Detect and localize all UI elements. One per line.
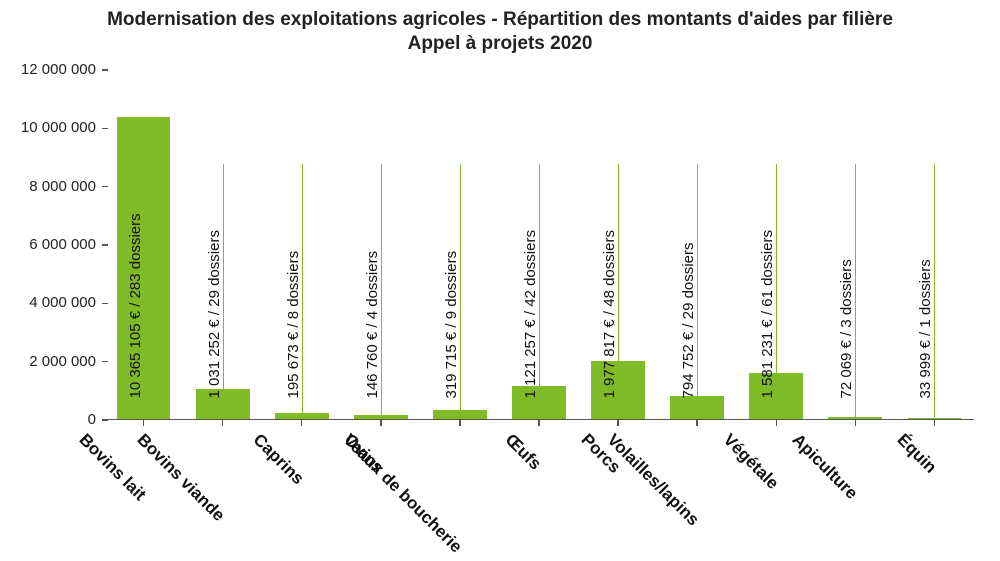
bar: 1 031 252 € / 29 dossiers	[196, 69, 250, 419]
x-axis-label: Végétale	[719, 430, 783, 494]
x-axis-labels: Bovins laitBovins viandeCaprinsOvinsVeau…	[104, 420, 974, 560]
x-axis-label: Œufs	[500, 430, 544, 474]
y-tick-mark	[102, 244, 108, 246]
y-tick-label: 4 000 000	[29, 294, 96, 311]
bar: 195 673 € / 8 dossiers	[275, 69, 329, 419]
bar: 10 365 105 € / 283 dossiers	[117, 69, 171, 419]
bar-annotation: 72 069 € / 3 dossiers	[838, 259, 855, 398]
bar: 794 752 € / 29 dossiers	[670, 69, 724, 419]
x-tick-mark	[301, 420, 303, 426]
x-axis-label: Veaux de boucherie	[339, 430, 466, 557]
chart-title-line2: Appel à projets 2020	[408, 33, 593, 54]
y-tick-label: 12 000 000	[21, 61, 96, 78]
y-tick-label: 6 000 000	[29, 236, 96, 253]
bar-annotation: 1 977 817 € / 48 dossiers	[601, 230, 618, 398]
x-tick-mark	[222, 420, 224, 426]
bar-annotation: 794 752 € / 29 dossiers	[680, 243, 697, 399]
bar-annotation: 1 581 231 € / 61 dossiers	[759, 230, 776, 398]
bar: 33 999 € / 1 dossiers	[908, 69, 962, 419]
x-tick-mark	[617, 420, 619, 426]
x-axis-label: Équin	[893, 430, 941, 478]
y-tick-mark	[102, 303, 108, 305]
x-axis-label: Volailles/lapins	[603, 430, 703, 530]
leader-line	[855, 164, 856, 420]
bar: 319 715 € / 9 dossiers	[433, 69, 487, 419]
y-tick-label: 0	[88, 411, 96, 428]
bar: 1 977 817 € / 48 dossiers	[591, 69, 645, 419]
leader-line	[539, 164, 540, 420]
bar: 1 581 231 € / 61 dossiers	[749, 69, 803, 419]
leader-line	[460, 164, 461, 420]
chart-container: Modernisation des exploitations agricole…	[0, 0, 1000, 561]
y-tick-mark	[102, 69, 108, 71]
chart-title-line1: Modernisation des exploitations agricole…	[107, 9, 893, 30]
y-tick-label: 10 000 000	[21, 119, 96, 136]
x-tick-mark	[855, 420, 857, 426]
plot-area: 02 000 0004 000 0006 000 0008 000 00010 …	[104, 70, 974, 420]
bar: 1 121 257 € / 42 dossiers	[512, 69, 566, 419]
y-tick-label: 8 000 000	[29, 178, 96, 195]
x-tick-mark	[380, 420, 382, 426]
y-tick-mark	[102, 361, 108, 363]
bar-annotation: 1 121 257 € / 42 dossiers	[522, 230, 539, 398]
x-axis-label: Bovins viande	[133, 430, 229, 526]
leader-line	[697, 164, 698, 420]
bar-annotation: 10 365 105 € / 283 dossiers	[127, 213, 144, 398]
bar-annotation: 319 715 € / 9 dossiers	[443, 251, 460, 399]
bar-annotation: 195 673 € / 8 dossiers	[285, 251, 302, 399]
y-tick-mark	[102, 128, 108, 130]
x-tick-mark	[538, 420, 540, 426]
y-tick-label: 2 000 000	[29, 353, 96, 370]
x-tick-mark	[934, 420, 936, 426]
bar-annotation: 33 999 € / 1 dossiers	[917, 259, 934, 398]
x-axis-label: Caprins	[249, 430, 308, 489]
y-tick-mark	[102, 186, 108, 188]
x-tick-mark	[696, 420, 698, 426]
bar: 72 069 € / 3 dossiers	[828, 69, 882, 419]
bar-annotation: 146 760 € / 4 dossiers	[364, 251, 381, 399]
x-tick-mark	[459, 420, 461, 426]
leader-line	[776, 164, 777, 420]
x-tick-mark	[776, 420, 778, 426]
bar: 146 760 € / 4 dossiers	[354, 69, 408, 419]
leader-line	[934, 164, 935, 420]
x-tick-mark	[143, 420, 145, 426]
x-axis-label: Apiculture	[788, 430, 862, 504]
bar-annotation: 1 031 252 € / 29 dossiers	[206, 230, 223, 398]
chart-title: Modernisation des exploitations agricole…	[0, 8, 1000, 56]
leader-line	[618, 164, 619, 420]
